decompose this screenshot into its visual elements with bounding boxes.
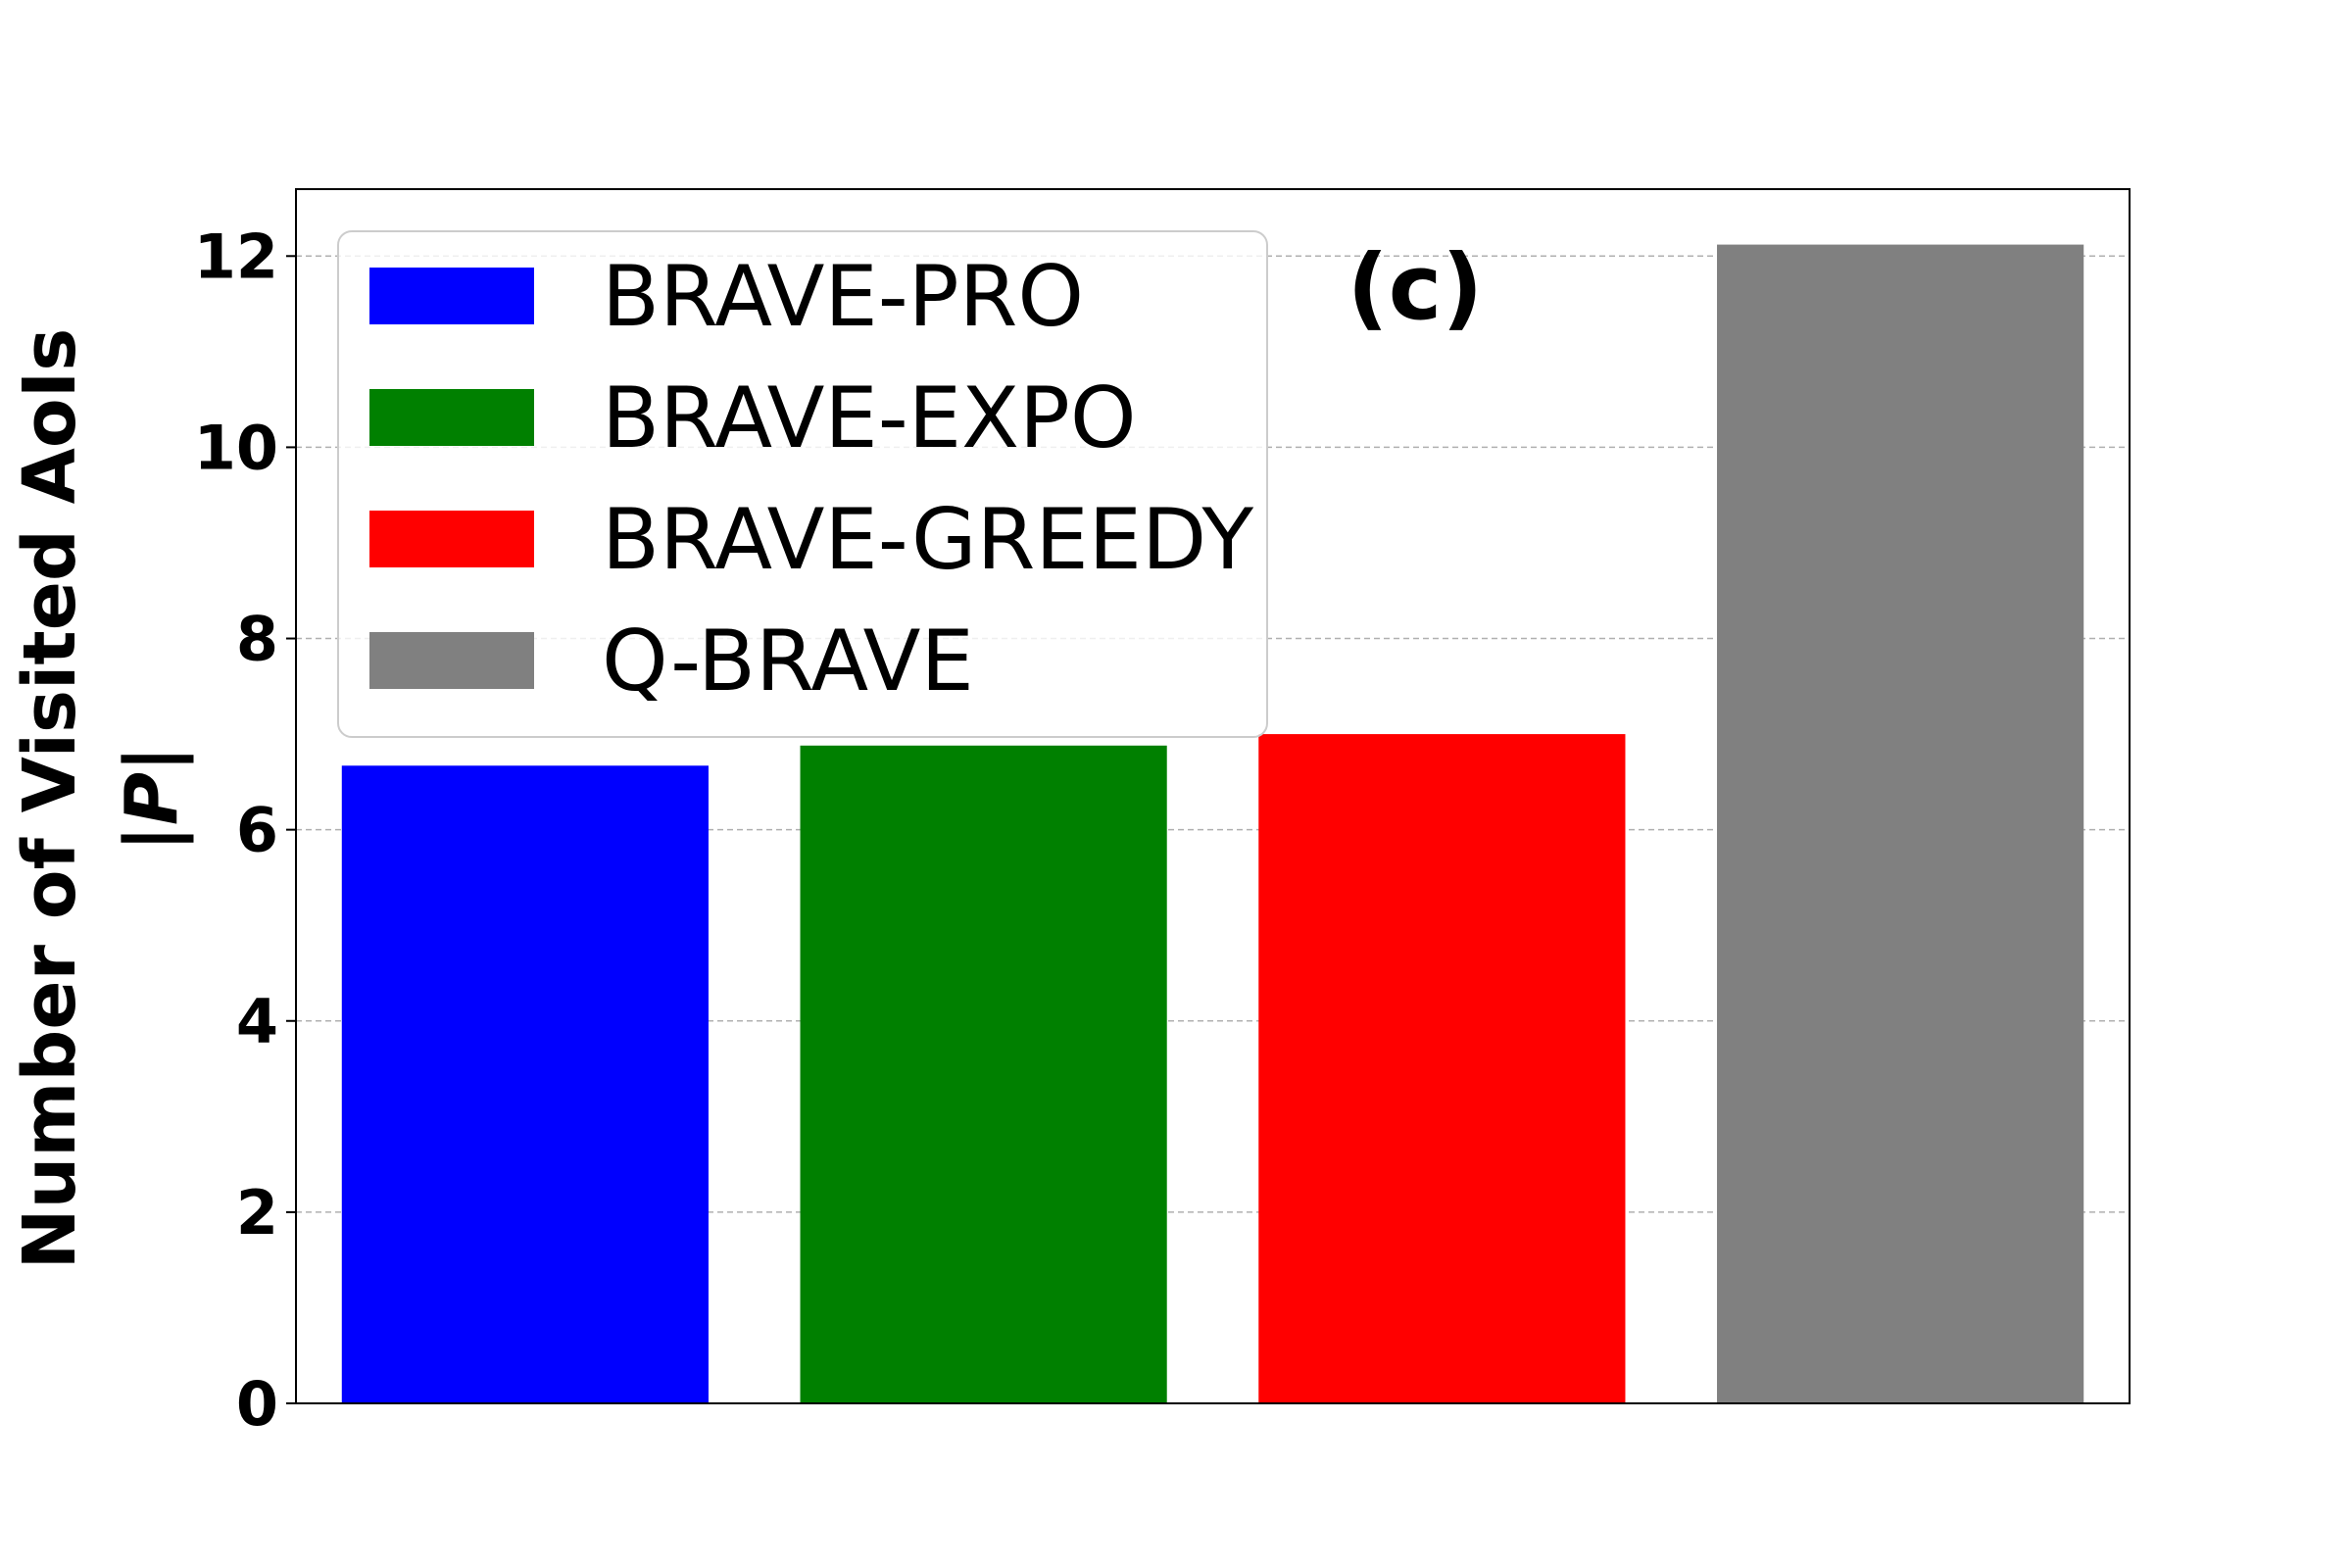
legend-swatch <box>369 511 534 567</box>
y-tick-label: 6 <box>236 795 278 866</box>
y-tick-label: 2 <box>236 1177 278 1249</box>
bar-brave-pro <box>341 765 709 1403</box>
legend-label: BRAVE-GREEDY <box>602 491 1254 589</box>
legend: BRAVE-PRO BRAVE-EXPO BRAVE-GREEDY Q-BRAVE <box>337 230 1268 738</box>
bar-brave-expo <box>800 745 1167 1403</box>
y-tick-label: 0 <box>236 1368 278 1440</box>
legend-label: Q-BRAVE <box>602 612 974 710</box>
plot-frame <box>295 188 2131 1404</box>
bar-brave-greedy <box>1258 734 1626 1403</box>
legend-swatch <box>369 268 534 324</box>
y-tick-label: 12 <box>194 220 278 292</box>
y-tick-label: 10 <box>194 412 278 483</box>
y-axis-label: Number of Visited AoIs <box>8 328 92 1270</box>
y-axis-label-symbol: |P| <box>110 746 194 852</box>
legend-box <box>337 230 1268 738</box>
panel-label: (c) <box>1348 235 1484 340</box>
y-axis: 0 2 4 6 8 10 12 <box>194 220 296 1440</box>
y-tick-label: 4 <box>236 986 278 1057</box>
bars <box>341 244 2084 1404</box>
legend-swatch <box>369 389 534 446</box>
legend-label: BRAVE-EXPO <box>602 369 1137 467</box>
legend-label: BRAVE-PRO <box>602 248 1084 346</box>
y-tick-label: 8 <box>236 604 278 675</box>
bar-q-brave <box>1717 244 2084 1404</box>
legend-swatch <box>369 632 534 689</box>
